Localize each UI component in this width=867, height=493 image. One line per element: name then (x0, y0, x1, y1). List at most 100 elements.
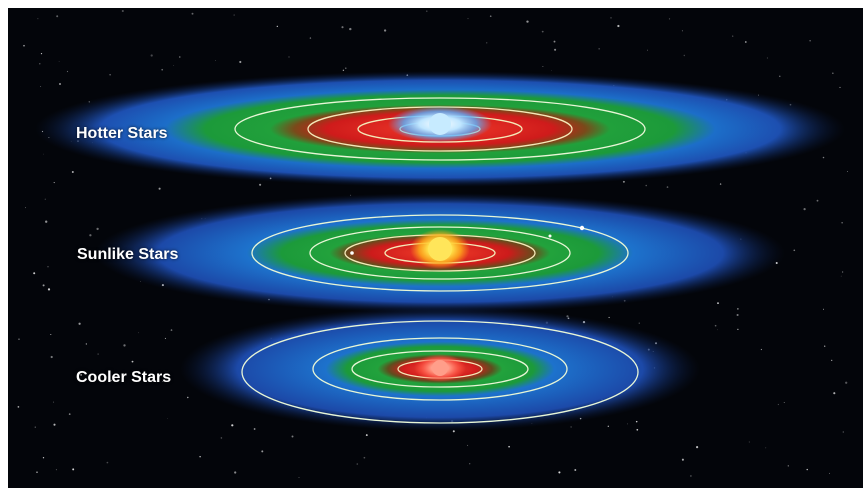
background-star (469, 463, 471, 465)
background-star (55, 469, 57, 471)
background-star (683, 54, 685, 57)
background-star (467, 444, 469, 446)
background-star (53, 182, 55, 184)
background-star (47, 266, 49, 268)
background-star (666, 186, 669, 188)
background-star (39, 63, 41, 65)
background-star (668, 18, 671, 20)
background-star (635, 420, 638, 423)
background-star (34, 426, 36, 428)
background-star (822, 156, 825, 159)
hotter-stars-label: Hotter Stars (76, 125, 168, 142)
background-star (215, 60, 216, 61)
background-star (607, 425, 609, 427)
background-star (486, 42, 488, 44)
background-star (345, 67, 347, 69)
background-star (110, 379, 112, 382)
background-star (598, 48, 600, 50)
background-star (298, 477, 300, 478)
background-star (645, 184, 647, 187)
background-star (841, 271, 844, 273)
background-star (551, 70, 552, 71)
background-star (341, 26, 344, 29)
background-star (737, 308, 739, 310)
background-star (765, 447, 767, 449)
background-star (72, 468, 75, 471)
background-star (45, 220, 48, 223)
background-star (164, 337, 166, 339)
background-star (627, 423, 628, 425)
background-star (40, 53, 43, 55)
background-star (173, 65, 175, 66)
background-star (42, 284, 45, 287)
background-star (829, 472, 830, 474)
background-star (845, 381, 848, 384)
sunlike-orbit-3 (309, 226, 571, 280)
background-star (259, 183, 262, 186)
background-star (793, 249, 796, 252)
background-star (123, 344, 126, 347)
background-star (239, 60, 242, 64)
background-star (342, 69, 345, 71)
sunlike-orbit-4 (251, 214, 629, 292)
background-star (161, 68, 164, 71)
background-star (59, 83, 61, 85)
background-star (17, 406, 20, 408)
background-star (36, 471, 38, 473)
background-star (158, 187, 161, 190)
background-star (841, 222, 843, 224)
background-star (542, 65, 544, 67)
background-star (288, 56, 290, 58)
background-star (842, 431, 844, 433)
background-star (489, 15, 492, 18)
hotter-star-system (35, 71, 845, 187)
background-star (714, 324, 717, 327)
background-star (47, 288, 51, 291)
background-star (162, 381, 164, 382)
background-star (33, 272, 36, 275)
cooler-orbit-4 (241, 320, 639, 424)
background-star (558, 471, 561, 474)
background-star (220, 437, 223, 439)
background-star (37, 18, 39, 20)
background-star (309, 37, 312, 39)
cooler-orbit-2 (351, 350, 529, 388)
background-star (787, 465, 789, 467)
background-star (696, 446, 699, 449)
background-star (234, 471, 237, 474)
background-star (97, 353, 99, 355)
background-star (42, 457, 45, 459)
background-star (638, 322, 640, 324)
background-star (106, 461, 109, 464)
background-star (191, 12, 194, 15)
background-star (647, 49, 648, 51)
background-star (554, 48, 557, 51)
background-star (187, 396, 189, 399)
planet-dot (579, 225, 585, 231)
background-star (846, 170, 848, 172)
background-star (179, 56, 181, 58)
background-star (253, 428, 256, 430)
background-star (53, 423, 56, 426)
background-star (43, 153, 44, 155)
background-star (383, 29, 387, 32)
background-star (803, 207, 806, 211)
background-star (622, 180, 625, 183)
background-star (85, 343, 87, 345)
background-star (356, 463, 359, 465)
background-star (717, 329, 718, 331)
background-star (170, 329, 173, 331)
background-star (541, 30, 544, 33)
background-star (363, 456, 366, 459)
background-star (823, 308, 824, 310)
background-star (744, 41, 747, 43)
background-star (109, 74, 111, 76)
background-star (760, 348, 763, 351)
background-star (261, 450, 264, 453)
background-star (736, 313, 739, 317)
background-star (78, 322, 81, 325)
cooler-stars-label: Cooler Stars (76, 369, 172, 386)
background-star (779, 75, 781, 77)
background-star (553, 40, 556, 43)
